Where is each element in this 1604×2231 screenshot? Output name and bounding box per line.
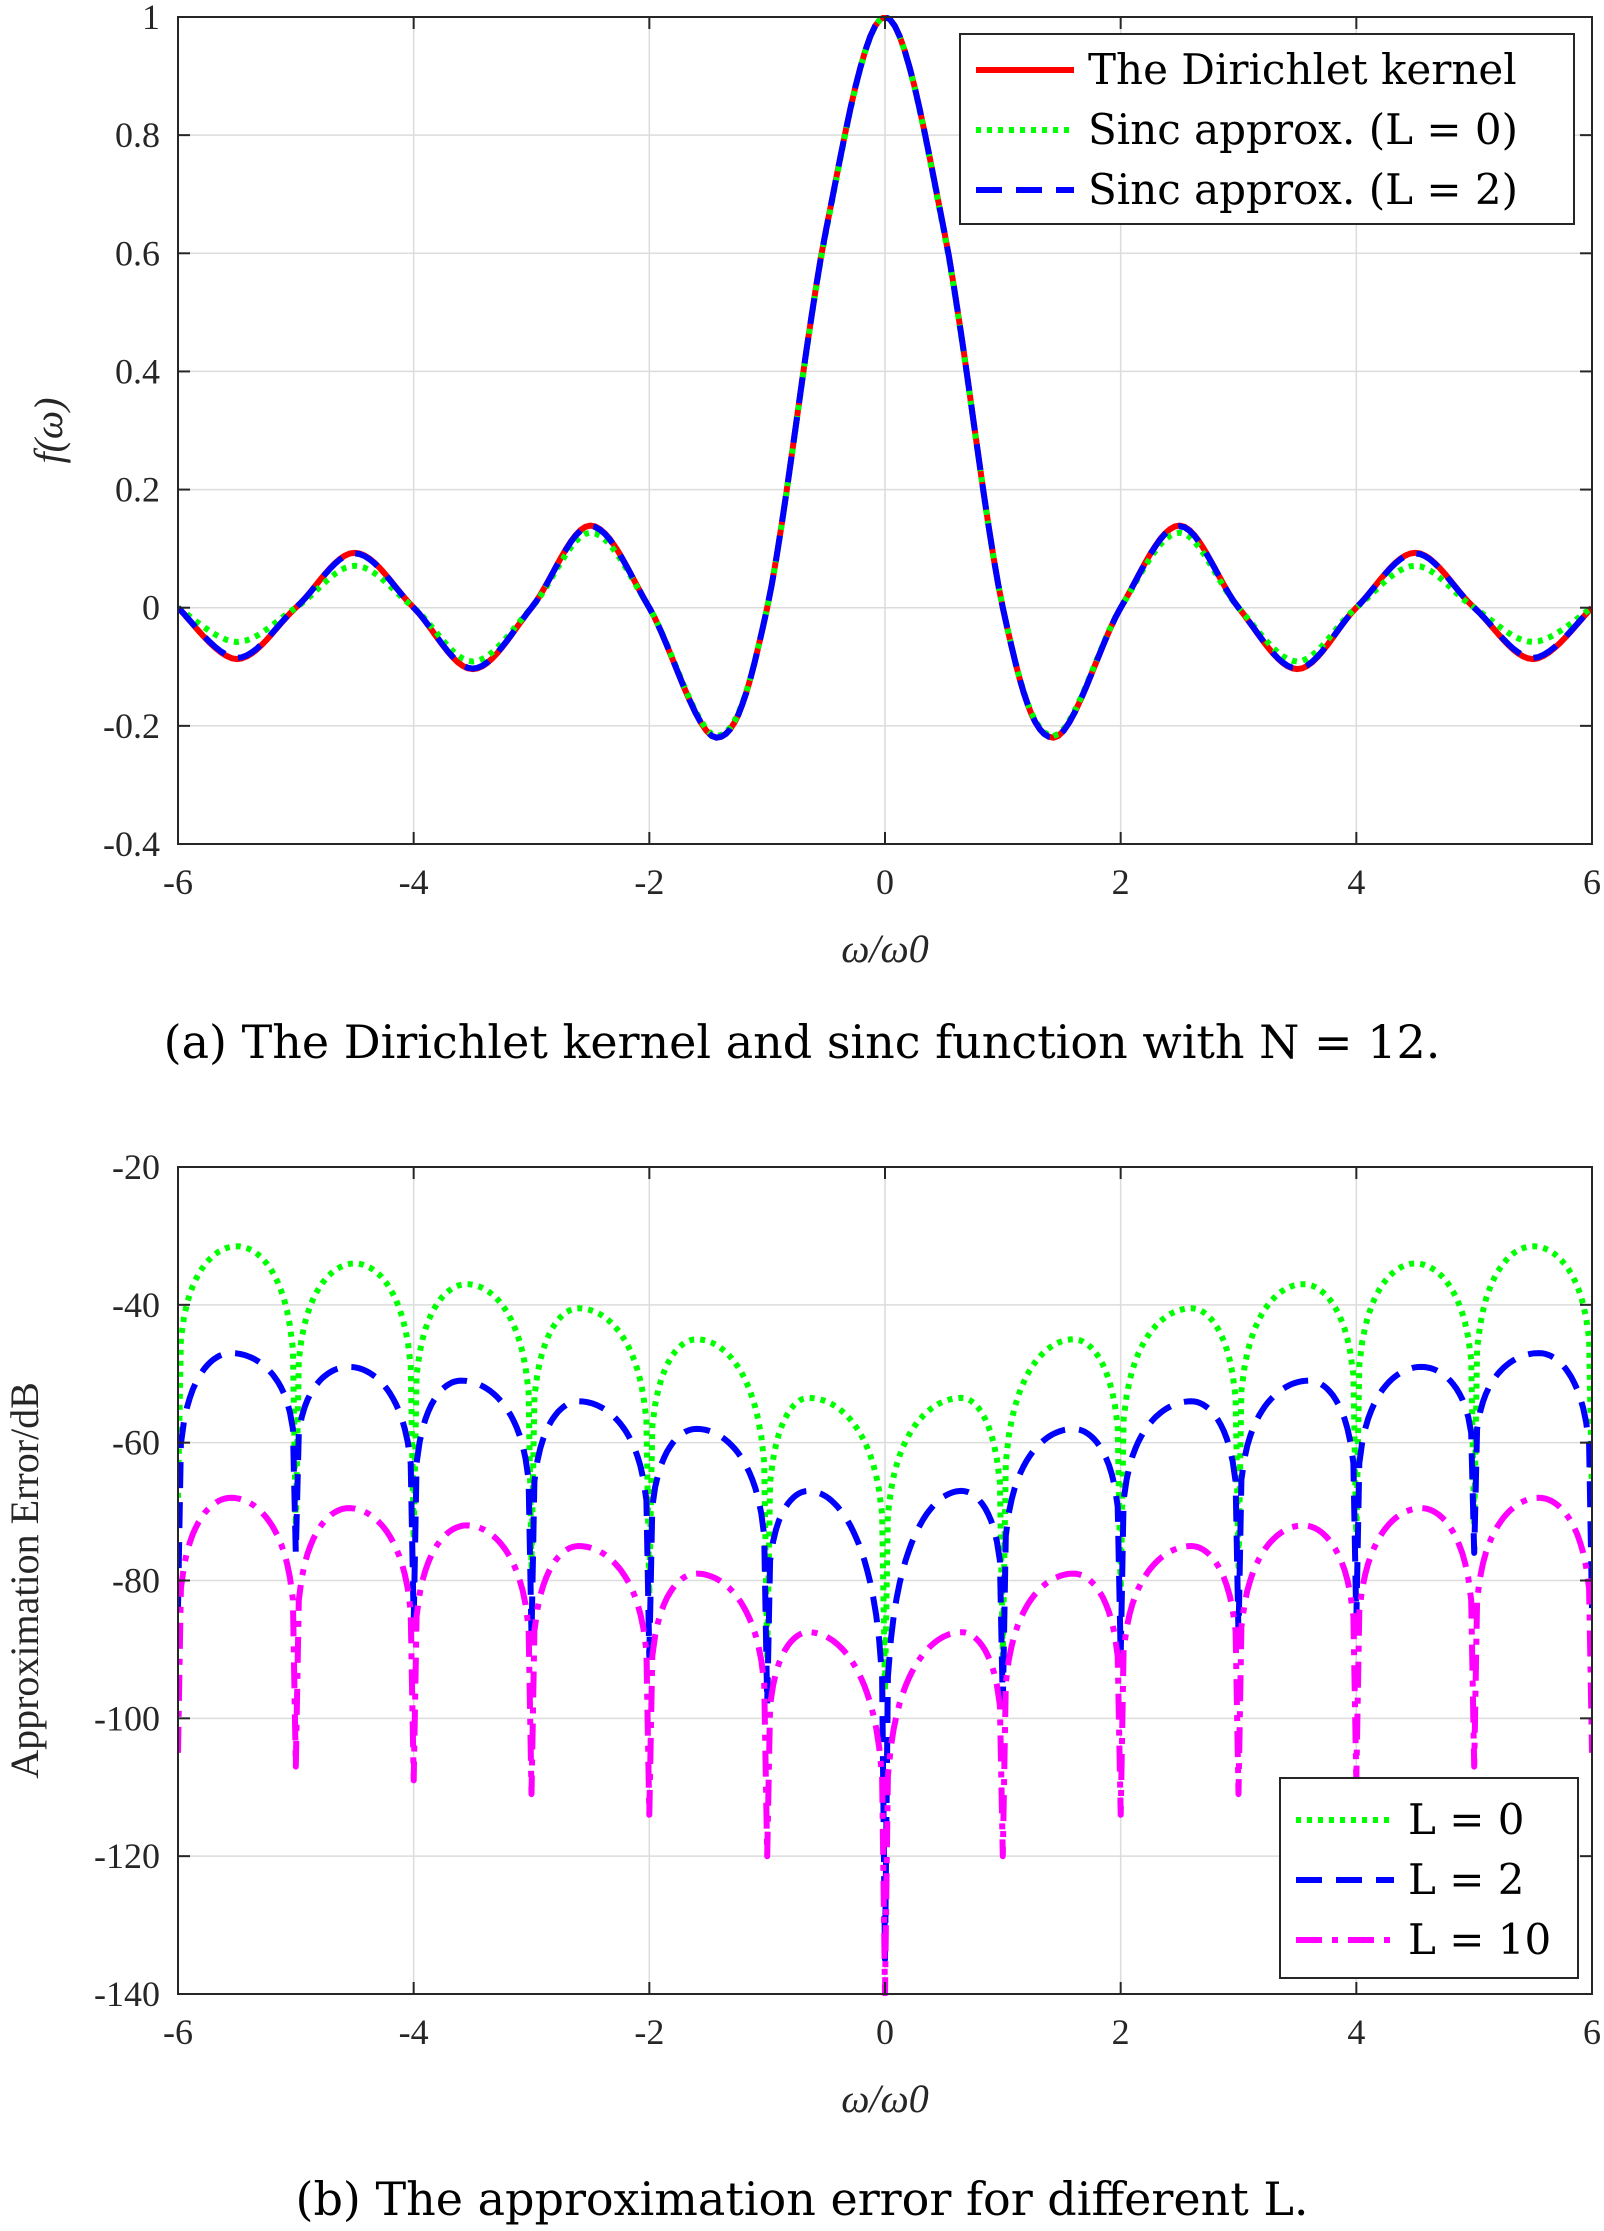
- figure-caption: (b) The approximation error for differen…: [296, 2172, 1309, 2226]
- y-tick-label: -100: [94, 1698, 160, 1738]
- legend-label-1: Sinc approx. (L = 0): [1088, 105, 1518, 154]
- x-tick-label: 4: [1347, 862, 1365, 902]
- x-tick-label: -2: [634, 2012, 664, 2052]
- y-tick-label: -0.2: [103, 706, 160, 746]
- x-tick-label: -6: [163, 862, 193, 902]
- x-tick-label: -4: [399, 862, 429, 902]
- y-axis-label: f(ω): [26, 398, 71, 464]
- legend: L = 0 L = 2 L = 10: [1279, 1777, 1579, 1979]
- legend-box: [1279, 1777, 1579, 1979]
- y-tick-label: 0.4: [115, 351, 160, 391]
- x-tick-label: 2: [1112, 2012, 1130, 2052]
- x-tick-label: 4: [1347, 2012, 1365, 2052]
- y-tick-label: 0: [142, 588, 160, 628]
- legend-label-0: The Dirichlet kernel: [1088, 45, 1517, 94]
- y-tick-label: 0.6: [115, 233, 160, 273]
- y-tick-label: -140: [94, 1974, 160, 2014]
- y-tick-label: -40: [112, 1285, 160, 1325]
- x-tick-label: -4: [399, 2012, 429, 2052]
- y-tick-label: 1: [142, 0, 160, 37]
- y-tick-label: 0.2: [115, 470, 160, 510]
- y-tick-label: -0.4: [103, 824, 160, 864]
- figure-caption: (a) The Dirichlet kernel and sinc functi…: [164, 1015, 1441, 1069]
- y-tick-label: -80: [112, 1561, 160, 1601]
- y-axis-label: Approximation Error/dB: [2, 1382, 47, 1779]
- y-tick-label: 0.8: [115, 115, 160, 155]
- x-tick-label: 0: [876, 862, 894, 902]
- chart-panel-b: -6 -4 -2 0 2 4 6-140-120-100-80-60-40-20ω/ω0Ap…: [2, 1147, 1601, 2226]
- x-axis-label: ω/ω0: [841, 2076, 929, 2121]
- legend-label-0: L = 0: [1408, 1795, 1525, 1844]
- series-line-2: [178, 15, 1592, 741]
- x-tick-label: 2: [1112, 862, 1130, 902]
- x-tick-label: -6: [163, 2012, 193, 2052]
- x-tick-label: 6: [1583, 2012, 1601, 2052]
- x-tick-label: 0: [876, 2012, 894, 2052]
- legend-label-2: L = 10: [1408, 1915, 1551, 1964]
- x-tick-label: 6: [1583, 862, 1601, 902]
- legend-label-2: Sinc approx. (L = 2): [1088, 165, 1518, 214]
- legend-label-1: L = 2: [1408, 1855, 1525, 1904]
- legend: The Dirichlet kernel Sinc approx. (L = 0)…: [959, 33, 1575, 225]
- x-tick-label: -2: [634, 862, 664, 902]
- y-tick-label: -120: [94, 1836, 160, 1876]
- y-tick-label: -60: [112, 1423, 160, 1463]
- x-axis-label: ω/ω0: [841, 926, 929, 971]
- y-tick-label: -20: [112, 1147, 160, 1187]
- chart-panel-a: -6 -4 -2 0 2 4 6 -0.4 -0.2 0 0.2 0.4 0.6 0.8 1 ω/ω0 f(ω)…: [26, 0, 1601, 1069]
